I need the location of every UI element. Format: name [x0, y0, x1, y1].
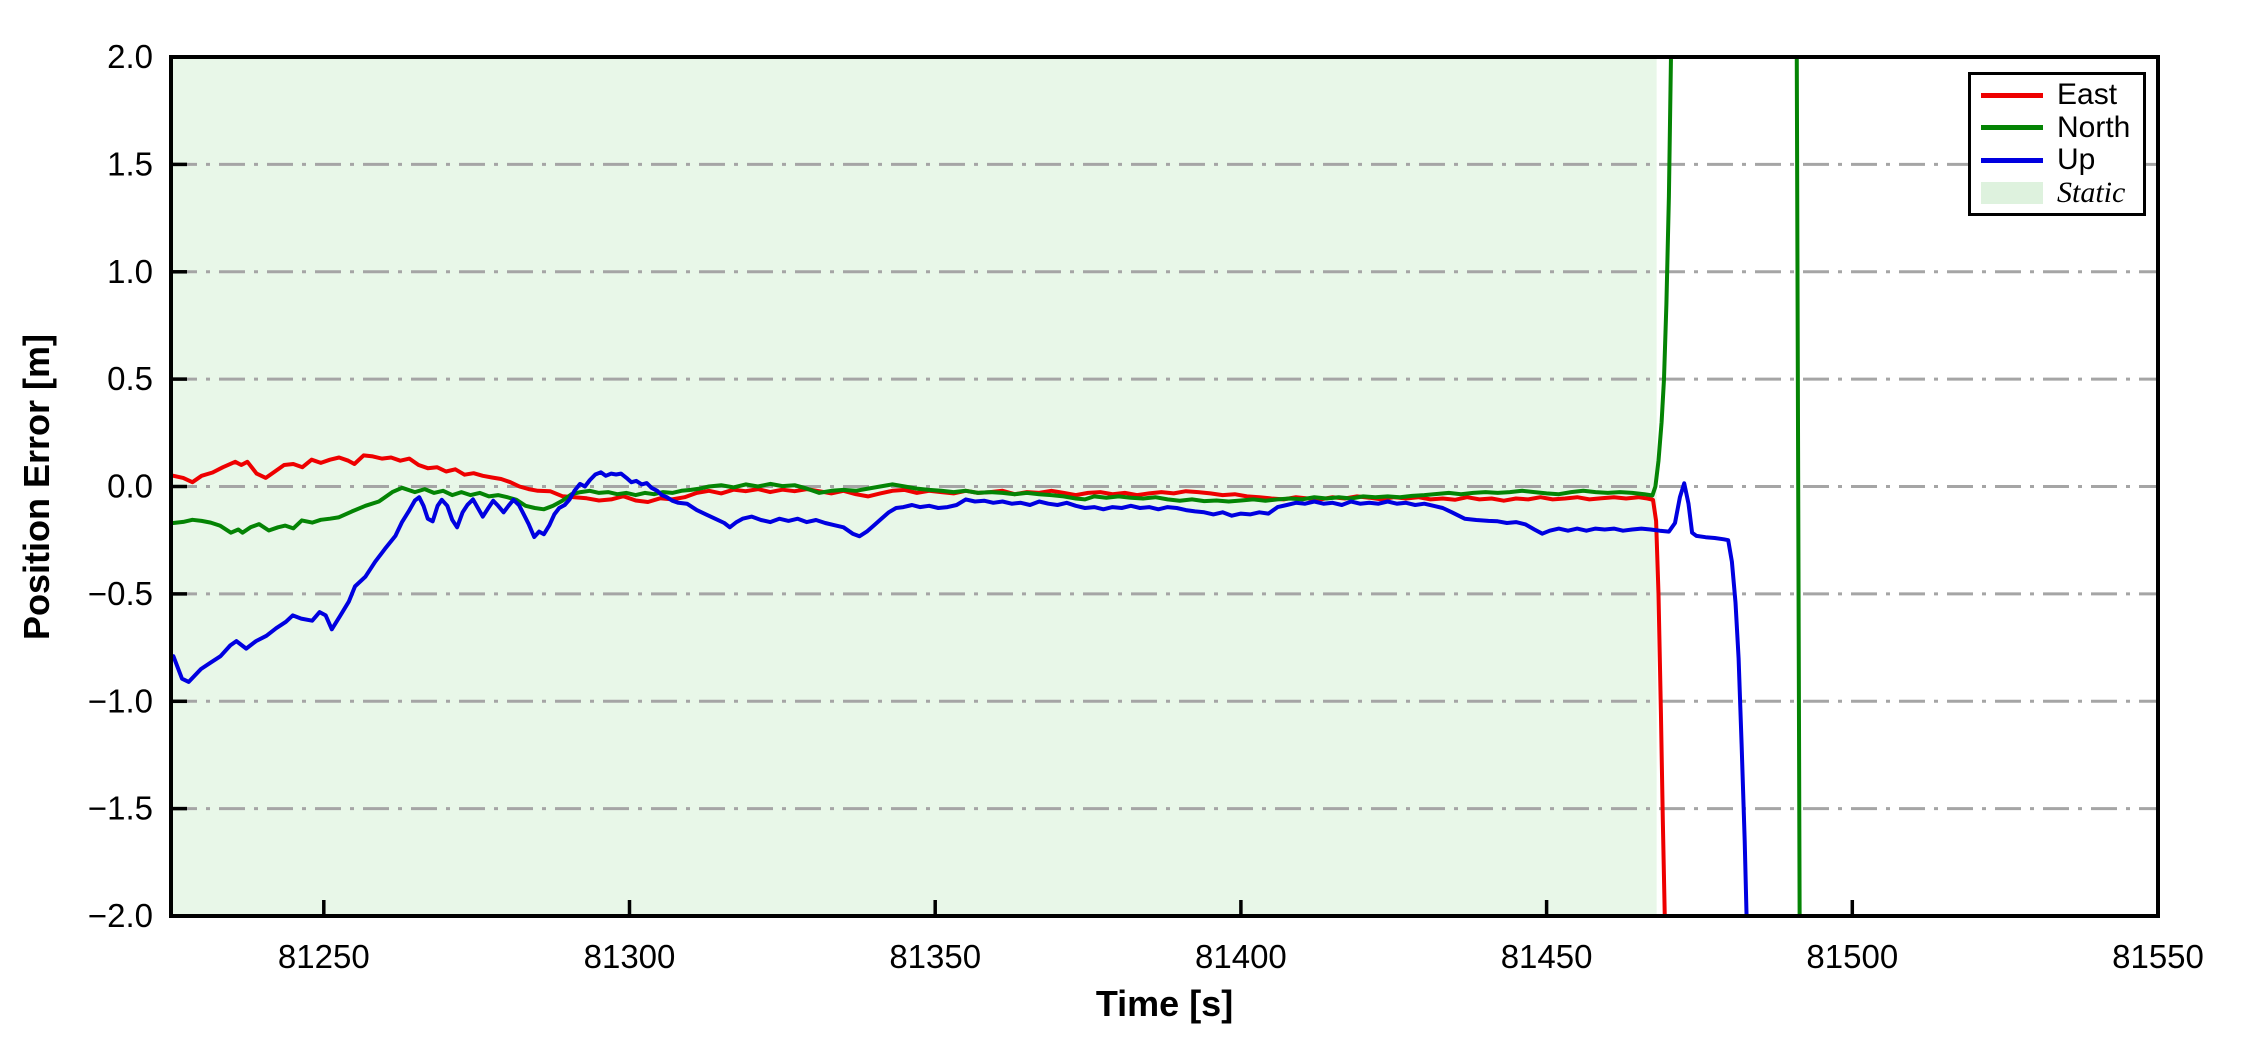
x-tick-label: 81550: [2112, 938, 2204, 975]
x-tick-label: 81250: [278, 938, 370, 975]
y-tick-label: 1.0: [107, 253, 153, 290]
legend-entry-north: North: [1981, 110, 2139, 144]
up-line-swatch-icon: [1981, 157, 2043, 163]
x-tick-label: 81350: [889, 938, 981, 975]
legend-entry-east: East: [1981, 80, 2139, 110]
legend-entry-static: Static: [1981, 175, 2139, 209]
legend-label-static: Static: [2057, 175, 2126, 209]
series-east-line: [171, 453, 1667, 916]
y-tick-label: −2.0: [88, 897, 153, 934]
series-north-line: [171, 57, 1673, 535]
legend-label-east: East: [2057, 78, 2118, 112]
y-tick-label: 0.5: [107, 360, 153, 397]
series-lines: [171, 57, 1802, 916]
y-tick-label: −1.0: [88, 682, 153, 719]
static-region-swatch-icon: [1981, 181, 2043, 204]
north-line-swatch-icon: [1981, 125, 2043, 131]
legend: East North Up Static: [1968, 72, 2146, 216]
y-tick-label: −0.5: [88, 575, 153, 612]
y-tick-label: −1.5: [88, 790, 153, 827]
y-axis-label: Position Error [m]: [16, 333, 57, 641]
east-line-swatch-icon: [1981, 92, 2043, 98]
y-tick-label: 2.0: [107, 38, 153, 75]
x-tick-label: 81300: [584, 938, 676, 975]
x-tick-label: 81400: [1195, 938, 1287, 975]
x-tick-label: 81450: [1501, 938, 1593, 975]
ticks: 81250 81300 81350 81400 81450 81500 81550 2.0 1.…: [88, 38, 2204, 975]
legend-label-north: North: [2057, 110, 2131, 144]
legend-label-up: Up: [2057, 143, 2096, 177]
series-up-line: [171, 470, 1749, 916]
series-north-reentry-line: [1794, 57, 1802, 916]
y-tick-label: 1.5: [107, 145, 153, 182]
x-tick-label: 81500: [1806, 938, 1898, 975]
y-tick-label: 0.0: [107, 468, 153, 505]
gridlines: [171, 162, 2158, 811]
x-axis-label: Time [s]: [1095, 983, 1234, 1024]
legend-entry-up: Up: [1981, 145, 2139, 175]
